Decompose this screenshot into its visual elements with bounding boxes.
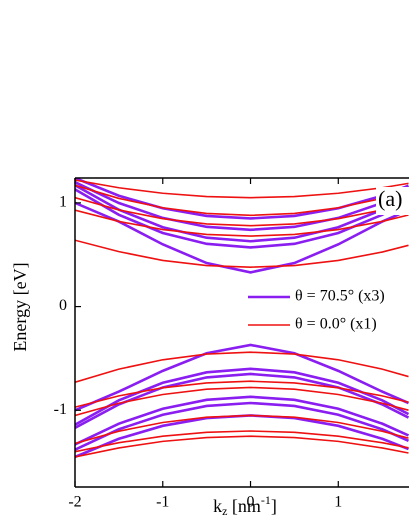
band-curve (75, 188, 409, 249)
band-curve (75, 430, 409, 453)
band-curve (75, 386, 409, 417)
band-curve (75, 178, 409, 220)
band-curve (75, 343, 409, 412)
band-curve (75, 196, 409, 227)
x-tick-label: 1 (334, 494, 342, 511)
band-curve (75, 395, 409, 446)
band-curve (75, 351, 409, 384)
band-curve (75, 180, 409, 232)
x-label-close: ] (271, 496, 277, 516)
band-curve (75, 401, 409, 451)
band-curve (75, 367, 409, 426)
band-curve (75, 380, 409, 408)
x-label-sub: z (222, 504, 227, 518)
band-curve (75, 179, 409, 199)
band-curve (75, 184, 409, 217)
y-tick-label: 1 (59, 194, 67, 211)
band-curve (75, 435, 409, 458)
panel-label-bg (376, 187, 409, 215)
y-tick-label: 0 (59, 297, 67, 314)
y-axis-label: Energy [eV] (10, 262, 30, 351)
plot-area (75, 178, 409, 459)
y-tick-label: -1 (54, 401, 67, 418)
band-curve (75, 414, 409, 445)
band-curve (75, 209, 409, 237)
band-curve (75, 201, 409, 274)
x-tick-label: -2 (68, 494, 81, 511)
x-axis-label: kz [nm-1] (213, 493, 277, 518)
panel-label: (a) (378, 186, 402, 211)
x-label-sup: -1 (261, 493, 271, 507)
legend-label: θ = 0.0° (x1) (295, 316, 377, 333)
band-curve (75, 372, 409, 430)
x-tick-label: -1 (156, 494, 169, 511)
legend-label: θ = 70.5° (x3) (295, 288, 385, 305)
band-curve (75, 184, 409, 243)
x-label-unit: [nm (227, 496, 261, 516)
band-curve (75, 239, 409, 268)
x-tick-label: 0 (247, 494, 255, 511)
x-label-base: k (213, 496, 222, 516)
